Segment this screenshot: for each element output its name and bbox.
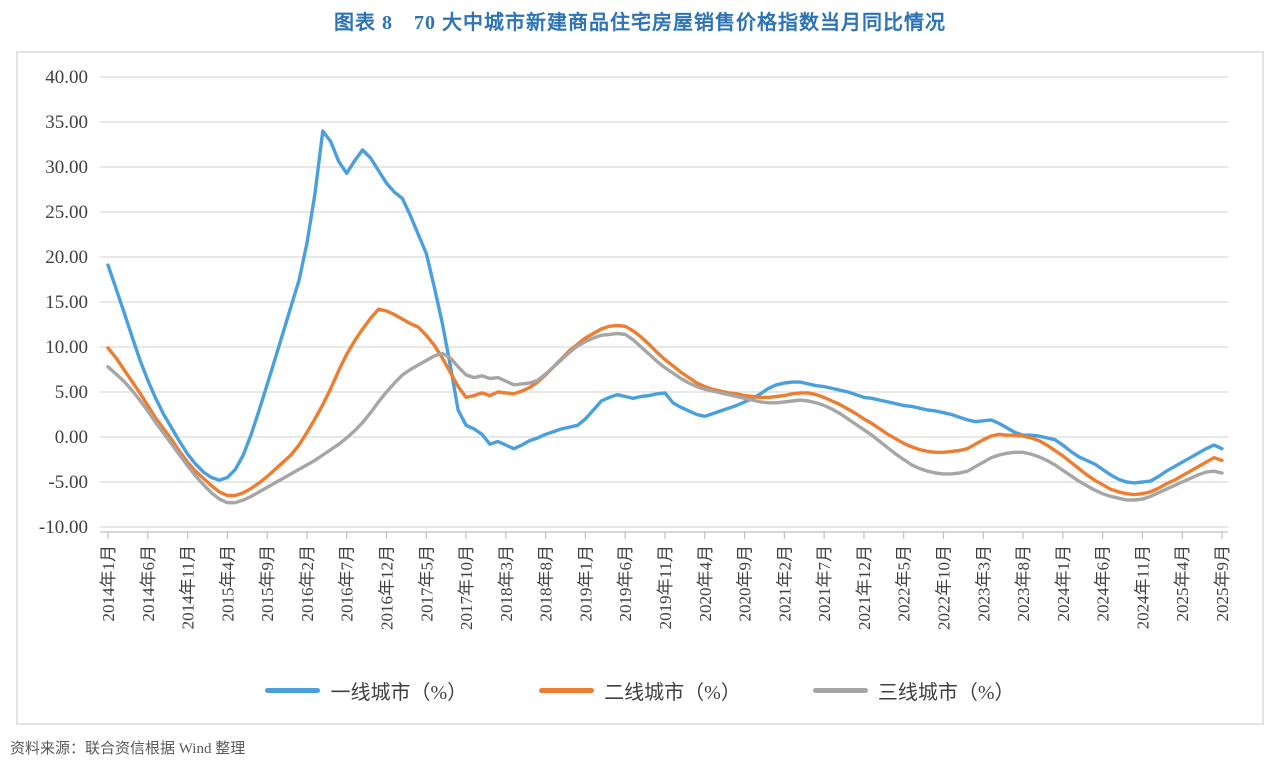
series-line-2 — [106, 307, 1224, 498]
x-axis-tick-label: 2021年12月 — [855, 545, 874, 630]
chart-legend: 一线城市（%） 二线城市（%） 三线城市（%） — [0, 676, 1280, 705]
x-axis-tick-label: 2014年6月 — [139, 545, 158, 622]
legend-item-tier3: 三线城市（%） — [812, 676, 1015, 705]
x-axis-tick-label: 2020年4月 — [696, 545, 715, 622]
y-axis-tick-label: 40.00 — [45, 67, 88, 88]
y-axis-tick-label: 30.00 — [45, 157, 88, 178]
x-axis-tick-label: 2023年3月 — [974, 545, 993, 622]
x-axis-tick-label: 2024年1月 — [1054, 545, 1073, 622]
y-axis-tick-label: 20.00 — [45, 247, 88, 268]
y-axis-tick-label: 10.00 — [45, 337, 88, 358]
legend-item-tier2: 二线城市（%） — [539, 676, 741, 705]
x-axis-tick-label: 2024年6月 — [1094, 545, 1113, 622]
y-axis-tick-label: 5.00 — [55, 382, 88, 403]
x-axis-tick-label: 2025年4月 — [1173, 545, 1192, 622]
legend-label-tier3: 三线城市（%） — [877, 682, 1015, 704]
legend-item-tier1: 一线城市（%） — [265, 676, 467, 705]
chart-frame — [16, 51, 1264, 725]
x-axis-tick-label: 2022年5月 — [895, 545, 914, 622]
y-axis-tick-label: -10.00 — [39, 517, 88, 538]
y-axis-tick-label: -5.00 — [48, 472, 88, 493]
y-axis-tick-label: 15.00 — [45, 292, 88, 313]
x-axis-tick-label: 2018年8月 — [537, 545, 556, 622]
x-axis-tick-label: 2014年1月 — [99, 545, 118, 622]
y-axis-tick-label: 0.00 — [55, 427, 88, 448]
x-axis-tick-label: 2019年1月 — [576, 545, 595, 622]
x-axis-tick-label: 2023年8月 — [1014, 545, 1033, 622]
x-axis-tick-label: 2024年11月 — [1133, 545, 1152, 629]
legend-label-tier1: 一线城市（%） — [330, 682, 468, 704]
y-axis-tick-label: 25.00 — [45, 202, 88, 223]
tier2-line-swatch-icon — [539, 688, 595, 693]
legend-label-tier2: 二线城市（%） — [604, 682, 741, 704]
x-axis-tick-label: 2022年10月 — [935, 545, 954, 630]
series-line-1 — [106, 129, 1224, 485]
x-axis-tick-label: 2017年5月 — [417, 545, 436, 622]
x-axis-tick-label: 2019年11月 — [656, 545, 675, 629]
x-axis-tick-label: 2019年6月 — [616, 545, 635, 622]
x-axis-tick-label: 2016年2月 — [298, 545, 317, 622]
x-axis-tick-label: 2025年9月 — [1213, 545, 1232, 622]
source-note: 资料来源：联合资信根据 Wind 整理 — [10, 741, 246, 757]
x-axis-tick-label: 2014年11月 — [179, 545, 198, 629]
x-axis-tick-label: 2021年7月 — [815, 545, 834, 622]
x-axis-tick-label: 2015年4月 — [218, 545, 237, 622]
y-axis-tick-label: 35.00 — [45, 112, 88, 133]
x-axis-tick-label: 2015年9月 — [258, 545, 277, 622]
tier1-line-swatch-icon — [265, 688, 321, 693]
x-axis-tick-label: 2021年2月 — [775, 545, 794, 622]
chart-title: 图表 8 70 大中城市新建商品住宅房屋销售价格指数当月同比情况 — [334, 12, 946, 34]
x-axis-tick-label: 2020年9月 — [736, 545, 755, 622]
series-line-3 — [106, 331, 1224, 505]
x-axis-tick-label: 2018年3月 — [497, 545, 516, 622]
tier3-line-swatch-icon — [812, 688, 868, 693]
x-axis-tick-label: 2016年12月 — [378, 545, 397, 630]
x-axis-tick-label: 2017年10月 — [457, 545, 476, 630]
x-axis-tick-label: 2016年7月 — [338, 545, 357, 622]
